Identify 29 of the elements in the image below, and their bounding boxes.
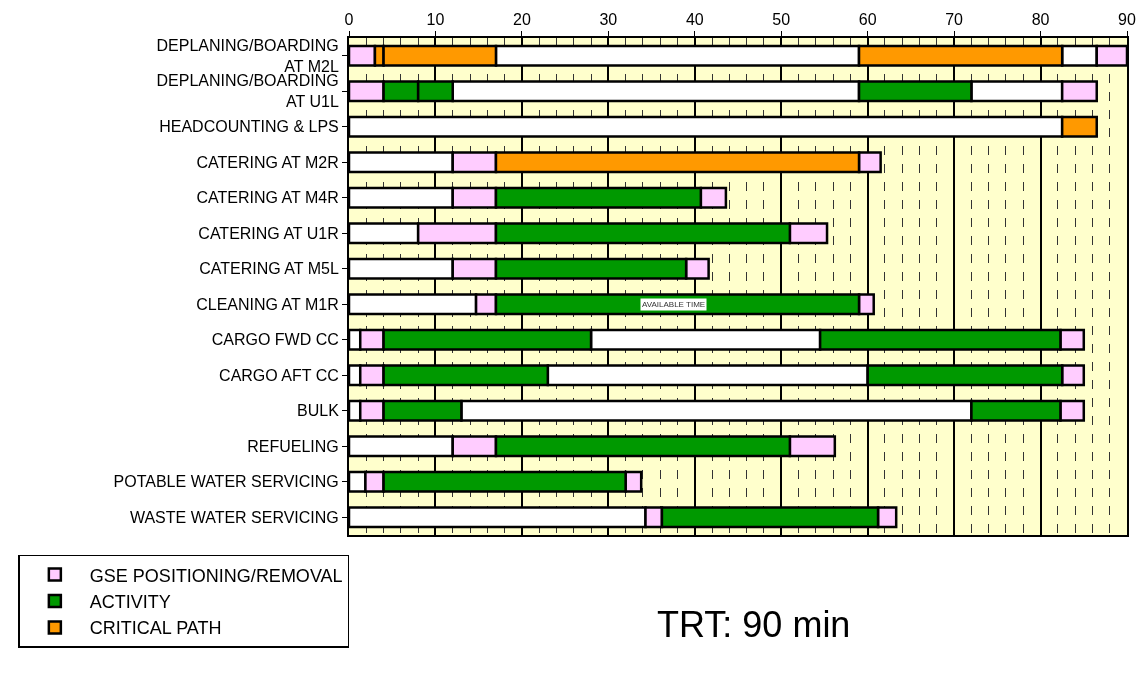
x-tick-label: 10 [426, 10, 445, 28]
x-tick-label: 90 [1118, 10, 1136, 28]
x-tick-label: 50 [772, 10, 791, 28]
y-tick-label: POTABLE WATER SERVICING [113, 473, 339, 491]
x-tick-label: 70 [945, 10, 964, 28]
y-tick-label: WASTE WATER SERVICING [129, 508, 339, 526]
y-tick-label: DEPLANING/BOARDING AT U1L [156, 72, 339, 111]
x-tick-label: 40 [685, 10, 704, 28]
y-tick-label: CARGO AFT CC [219, 366, 339, 384]
x-tick-label: 0 [344, 10, 354, 28]
y-tick-label: HEADCOUNTING & LPS [159, 118, 339, 136]
y-tick-label: CATERING AT M4R [196, 189, 339, 207]
x-tick-label: 30 [599, 10, 618, 28]
y-tick-label: REFUELING [247, 437, 339, 455]
x-tick-label: 20 [512, 10, 531, 28]
y-tick-label: CATERING AT U1R [198, 224, 339, 242]
y-tick-label: CATERING AT M5L [199, 260, 339, 278]
y-tick-label: CATERING AT M2R [196, 153, 339, 171]
legend-label: GSE POSITIONING/REMOVAL [89, 565, 343, 586]
legend-label: CRITICAL PATH [89, 618, 222, 639]
y-tick-label: BULK [297, 402, 340, 420]
y-tick-label: CARGO FWD CC [211, 331, 339, 349]
legend-label: ACTIVITY [89, 592, 171, 612]
text: TRT: 90 min [657, 604, 851, 645]
annotation: AVAILABLE TIME [642, 300, 706, 309]
y-tick-label: CLEANING AT M1R [196, 295, 339, 313]
y-tick-label: DEPLANING/BOARDING AT M2L [156, 36, 339, 75]
x-tick-label: 60 [858, 10, 877, 28]
x-tick-label: 80 [1031, 10, 1050, 28]
